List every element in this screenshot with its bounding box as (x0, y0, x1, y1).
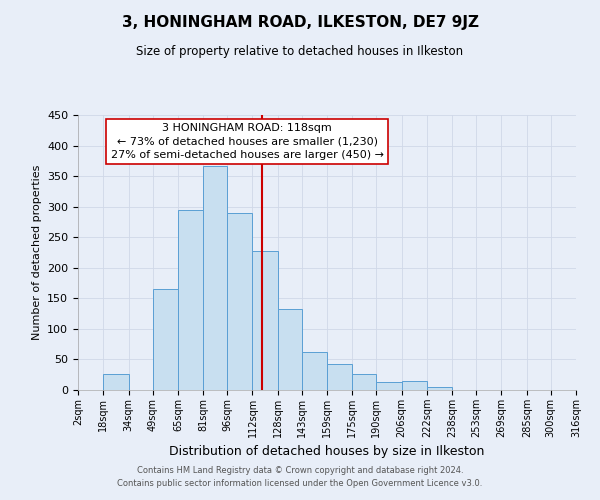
Text: 3 HONINGHAM ROAD: 118sqm
← 73% of detached houses are smaller (1,230)
27% of sem: 3 HONINGHAM ROAD: 118sqm ← 73% of detach… (111, 123, 384, 160)
Bar (376, 382, 401, 390)
Bar (427, 387, 452, 390)
Bar (327, 364, 352, 390)
Bar (352, 374, 376, 390)
Y-axis label: Number of detached properties: Number of detached properties (32, 165, 41, 340)
Text: Size of property relative to detached houses in Ilkeston: Size of property relative to detached ho… (136, 45, 464, 58)
Text: 3, HONINGHAM ROAD, ILKESTON, DE7 9JZ: 3, HONINGHAM ROAD, ILKESTON, DE7 9JZ (121, 15, 479, 30)
Bar (253, 250, 278, 390)
Bar (401, 381, 427, 390)
Bar (103, 374, 129, 390)
Text: Contains HM Land Registry data © Crown copyright and database right 2024.
Contai: Contains HM Land Registry data © Crown c… (118, 466, 482, 487)
Bar (203, 166, 227, 390)
Bar (152, 289, 178, 390)
Bar (178, 210, 203, 390)
Bar (227, 213, 253, 390)
Bar (302, 352, 327, 390)
X-axis label: Distribution of detached houses by size in Ilkeston: Distribution of detached houses by size … (169, 446, 485, 458)
Bar (278, 308, 302, 390)
